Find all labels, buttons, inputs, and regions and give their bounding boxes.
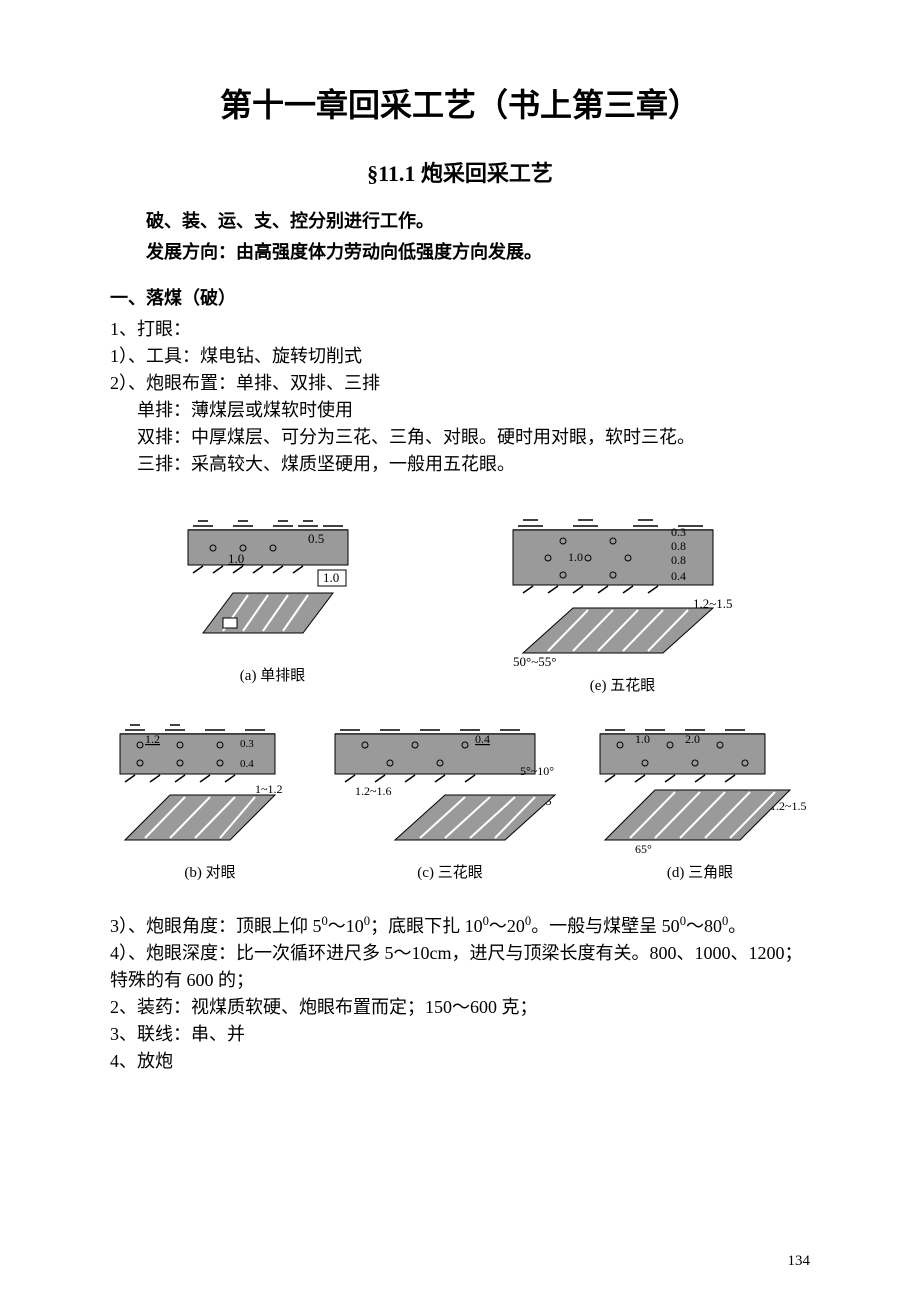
dim-c-angle: 5°~10° xyxy=(520,764,554,778)
diagram-e-svg: 1.0 0.3 0.8 0.8 0.4 1.2~1.5 50°~55° xyxy=(493,508,753,668)
line-blast: 4、放炮 xyxy=(110,1048,810,1075)
line-triple: 三排：采高较大、煤质坚硬用，一般用五花眼。 xyxy=(110,451,810,478)
dim-d-1: 1.0 xyxy=(635,732,650,746)
dim-e-angle: 50°~55° xyxy=(513,654,556,668)
diagram-c-caption: (c) 三花眼 xyxy=(417,861,482,882)
dim-b-top: 1.2 xyxy=(145,732,160,746)
dim-d-angle: 65° xyxy=(635,842,652,855)
intro-line-1: 破、装、运、支、控分别进行工作。 xyxy=(110,208,810,235)
dim-b-r1: 0.3 xyxy=(240,738,254,750)
dim-a-bot: 1.0 xyxy=(323,570,339,585)
line-layout: 2）、炮眼布置：单排、双排、三排 xyxy=(110,370,810,397)
line-depth: 4）、炮眼深度：比一次循环进尺多 5～10cm，进尺与顶梁长度有关。800、10… xyxy=(110,940,810,994)
diagram-row-2: 1.2 0.3 0.4 1~1.2 (b) 对眼 xyxy=(110,715,810,882)
angle-seg-3: ；底眼下扎 10 xyxy=(370,916,483,936)
page-number: 134 xyxy=(788,1253,811,1270)
line-angle: 3）、炮眼角度：顶眼上仰 50～100；底眼下扎 100～200。一般与煤壁呈 … xyxy=(110,912,810,940)
dim-e-1: 0.3 xyxy=(671,525,686,539)
diagram-row-1: 0.5 1.0 1.0 (a) 单排眼 xyxy=(110,508,810,695)
angle-seg-1: 3）、炮眼角度：顶眼上仰 5 xyxy=(110,916,322,936)
dim-e-2: 0.8 xyxy=(671,539,686,553)
line-single: 单排：薄煤层或煤软时使用 xyxy=(110,397,810,424)
dim-b-r2: 0.4 xyxy=(240,758,254,770)
dim-a-mid: 1.0 xyxy=(228,551,244,566)
section-title: §11.1 炮采回采工艺 xyxy=(110,156,810,188)
dim-e-3: 0.8 xyxy=(671,553,686,567)
diagram-d-caption: (d) 三角眼 xyxy=(667,861,733,882)
diagram-b-svg: 1.2 0.3 0.4 1~1.2 xyxy=(110,715,310,855)
diagram-d-svg: 1.0 2.0 1.2~1.5 65° xyxy=(590,715,810,855)
diagram-c: 0.4 1.2~1.6 5°~10° 1.2~1.5 (c) 三花眼 xyxy=(325,715,575,882)
diagram-a-caption: (a) 单排眼 xyxy=(240,664,305,685)
diagram-c-svg: 0.4 1.2~1.6 5°~10° 1.2~1.5 xyxy=(325,715,575,855)
angle-seg-2: ～10 xyxy=(328,916,364,936)
diagram-b: 1.2 0.3 0.4 1~1.2 (b) 对眼 xyxy=(110,715,310,882)
angle-seg-7: 。 xyxy=(728,916,746,936)
dim-e-mid: 1.0 xyxy=(568,550,583,564)
chapter-title: 第十一章回采工艺（书上第三章） xyxy=(110,80,810,126)
diagram-d: 1.0 2.0 1.2~1.5 65° (d) 三角眼 xyxy=(590,715,810,882)
diagram-a: 0.5 1.0 1.0 (a) 单排眼 xyxy=(168,508,378,695)
intro-line-2: 发展方向：由高强度体力劳动向低强度方向发展。 xyxy=(110,239,810,266)
line-charge: 2、装药：视煤质软硬、炮眼布置而定；150～600 克； xyxy=(110,994,810,1021)
dim-c-top: 0.4 xyxy=(475,732,490,746)
line-double: 双排：中厚煤层、可分为三花、三角、对眼。硬时用对眼，软时三花。 xyxy=(110,424,810,451)
dim-e-4: 0.4 xyxy=(671,569,686,583)
dim-a-top: 0.5 xyxy=(308,531,324,546)
diagram-b-caption: (b) 对眼 xyxy=(184,861,235,882)
diagram-a-svg: 0.5 1.0 1.0 xyxy=(168,508,378,658)
diagram-e: 1.0 0.3 0.8 0.8 0.4 1.2~1.5 50°~55° (e) … xyxy=(493,508,753,695)
dim-b-range: 1~1.2 xyxy=(255,782,283,796)
angle-seg-6: ～80 xyxy=(686,916,722,936)
heading-luomei: 一、落煤（破） xyxy=(110,284,810,310)
dim-d-2: 2.0 xyxy=(685,732,700,746)
line-wire: 3、联线：串、并 xyxy=(110,1021,810,1048)
angle-seg-5: 。一般与煤壁呈 50 xyxy=(531,916,680,936)
line-tool: 1）、工具：煤电钻、旋转切削式 xyxy=(110,343,810,370)
angle-seg-4: ～20 xyxy=(489,916,525,936)
dim-c-bot: 1.2~1.6 xyxy=(355,784,392,798)
diagram-e-caption: (e) 五花眼 xyxy=(590,674,655,695)
line-drill: 1、打眼： xyxy=(110,316,810,343)
